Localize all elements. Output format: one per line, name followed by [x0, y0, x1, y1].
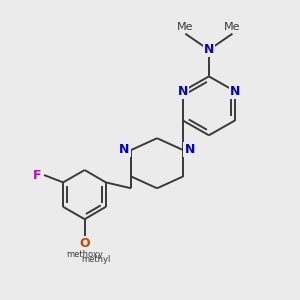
- Text: N: N: [204, 44, 214, 56]
- Text: N: N: [184, 143, 195, 157]
- Text: N: N: [230, 85, 240, 98]
- Text: N: N: [119, 143, 130, 157]
- Text: Me: Me: [177, 22, 194, 32]
- Text: N: N: [178, 85, 188, 98]
- Text: methyl: methyl: [82, 255, 111, 264]
- Text: methoxy: methoxy: [66, 250, 103, 259]
- Text: O: O: [79, 237, 90, 250]
- Text: F: F: [33, 169, 42, 182]
- Text: Me: Me: [224, 22, 241, 32]
